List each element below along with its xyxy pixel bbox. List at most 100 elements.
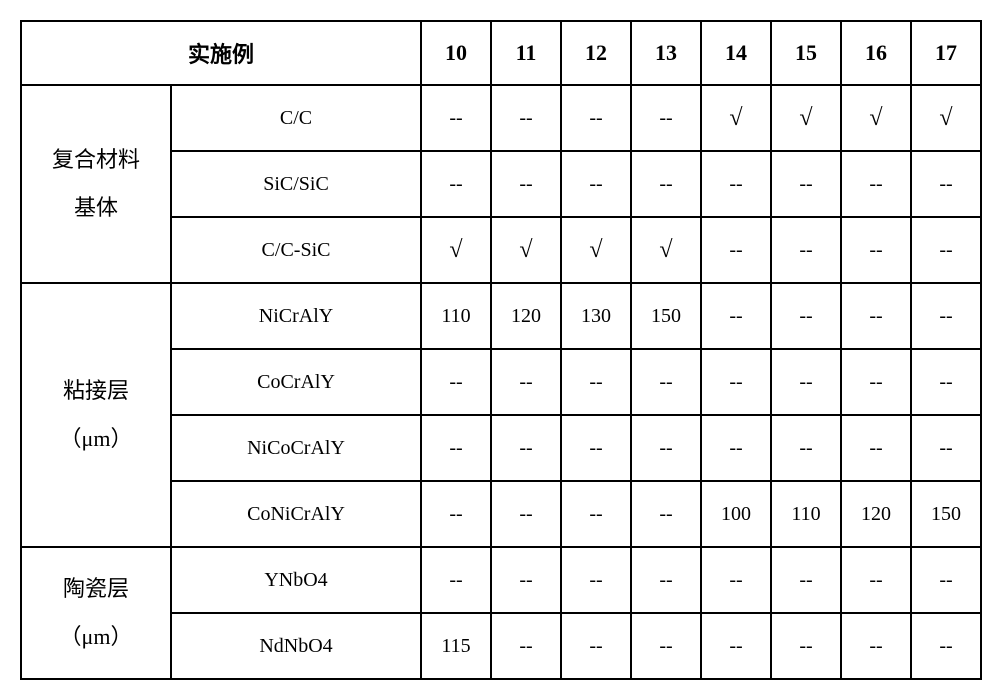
- sub-label: CoCrAlY: [171, 349, 421, 415]
- data-cell: --: [841, 547, 911, 613]
- data-cell: √: [561, 217, 631, 283]
- data-cell: --: [561, 85, 631, 151]
- table-row: 粘接层 （μm） NiCrAlY 110 120 130 150 -- -- -…: [21, 283, 981, 349]
- data-cell: --: [701, 151, 771, 217]
- col-header: 13: [631, 21, 701, 85]
- data-cell: --: [701, 415, 771, 481]
- data-cell: 120: [841, 481, 911, 547]
- data-cell: --: [701, 217, 771, 283]
- data-cell: --: [421, 151, 491, 217]
- sub-label: YNbO4: [171, 547, 421, 613]
- col-header: 17: [911, 21, 981, 85]
- data-cell: √: [631, 217, 701, 283]
- data-cell: --: [701, 349, 771, 415]
- data-cell: 115: [421, 613, 491, 679]
- data-cell: √: [911, 85, 981, 151]
- group-label-composite: 复合材料 基体: [21, 85, 171, 283]
- data-cell: --: [561, 613, 631, 679]
- data-cell: --: [421, 547, 491, 613]
- col-header: 15: [771, 21, 841, 85]
- group-label-line: 陶瓷层: [63, 576, 129, 601]
- data-cell: 110: [421, 283, 491, 349]
- data-cell: --: [631, 415, 701, 481]
- data-cell: --: [561, 415, 631, 481]
- data-cell: --: [911, 283, 981, 349]
- group-label-line: 复合材料: [52, 147, 140, 172]
- data-cell: --: [771, 415, 841, 481]
- table-row: 复合材料 基体 C/C -- -- -- -- √ √ √ √: [21, 85, 981, 151]
- data-cell: √: [491, 217, 561, 283]
- col-header: 12: [561, 21, 631, 85]
- data-cell: --: [841, 217, 911, 283]
- data-cell: --: [491, 415, 561, 481]
- group-label-line: 基体: [74, 195, 118, 220]
- data-cell: √: [701, 85, 771, 151]
- data-cell: 100: [701, 481, 771, 547]
- data-cell: 110: [771, 481, 841, 547]
- data-cell: --: [911, 217, 981, 283]
- data-cell: --: [701, 547, 771, 613]
- data-cell: --: [841, 349, 911, 415]
- col-header: 16: [841, 21, 911, 85]
- data-cell: --: [701, 283, 771, 349]
- data-cell: --: [491, 151, 561, 217]
- data-cell: --: [771, 283, 841, 349]
- header-row: 实施例 10 11 12 13 14 15 16 17: [21, 21, 981, 85]
- col-header: 14: [701, 21, 771, 85]
- experiment-data-table: 实施例 10 11 12 13 14 15 16 17 复合材料 基体 C/C …: [20, 20, 982, 680]
- data-cell: --: [631, 151, 701, 217]
- data-cell: --: [421, 349, 491, 415]
- data-cell: --: [841, 151, 911, 217]
- data-cell: √: [771, 85, 841, 151]
- data-cell: --: [911, 613, 981, 679]
- data-cell: --: [421, 481, 491, 547]
- group-label-line: （μm）: [60, 426, 133, 451]
- data-cell: --: [561, 547, 631, 613]
- col-header: 11: [491, 21, 561, 85]
- data-cell: --: [771, 349, 841, 415]
- data-cell: --: [631, 349, 701, 415]
- data-cell: 150: [631, 283, 701, 349]
- data-cell: --: [421, 415, 491, 481]
- data-cell: 130: [561, 283, 631, 349]
- data-cell: --: [771, 151, 841, 217]
- data-cell: --: [491, 349, 561, 415]
- sub-label: C/C: [171, 85, 421, 151]
- group-label-bondcoat: 粘接层 （μm）: [21, 283, 171, 547]
- sub-label: NiCrAlY: [171, 283, 421, 349]
- data-cell: --: [561, 349, 631, 415]
- data-cell: --: [491, 481, 561, 547]
- data-cell: --: [771, 613, 841, 679]
- data-cell: --: [911, 349, 981, 415]
- group-label-line: （μm）: [60, 624, 133, 649]
- data-cell: --: [631, 613, 701, 679]
- data-cell: --: [911, 415, 981, 481]
- sub-label: SiC/SiC: [171, 151, 421, 217]
- data-cell: --: [491, 85, 561, 151]
- data-cell: --: [911, 547, 981, 613]
- group-label-ceramic: 陶瓷层 （μm）: [21, 547, 171, 679]
- data-cell: --: [841, 613, 911, 679]
- sub-label: NiCoCrAlY: [171, 415, 421, 481]
- table-row: 陶瓷层 （μm） YNbO4 -- -- -- -- -- -- -- --: [21, 547, 981, 613]
- data-cell: --: [491, 613, 561, 679]
- data-cell: --: [631, 547, 701, 613]
- data-cell: --: [771, 217, 841, 283]
- data-cell: --: [911, 151, 981, 217]
- data-cell: --: [561, 151, 631, 217]
- data-cell: --: [491, 547, 561, 613]
- experiment-header: 实施例: [21, 21, 421, 85]
- data-cell: --: [701, 613, 771, 679]
- data-cell: --: [771, 547, 841, 613]
- sub-label: NdNbO4: [171, 613, 421, 679]
- data-cell: --: [841, 415, 911, 481]
- data-cell: 120: [491, 283, 561, 349]
- data-cell: 150: [911, 481, 981, 547]
- data-cell: --: [631, 481, 701, 547]
- sub-label: CoNiCrAlY: [171, 481, 421, 547]
- data-cell: √: [421, 217, 491, 283]
- table-body: 复合材料 基体 C/C -- -- -- -- √ √ √ √ SiC/SiC …: [21, 85, 981, 679]
- data-cell: --: [421, 85, 491, 151]
- data-cell: --: [631, 85, 701, 151]
- data-cell: --: [841, 283, 911, 349]
